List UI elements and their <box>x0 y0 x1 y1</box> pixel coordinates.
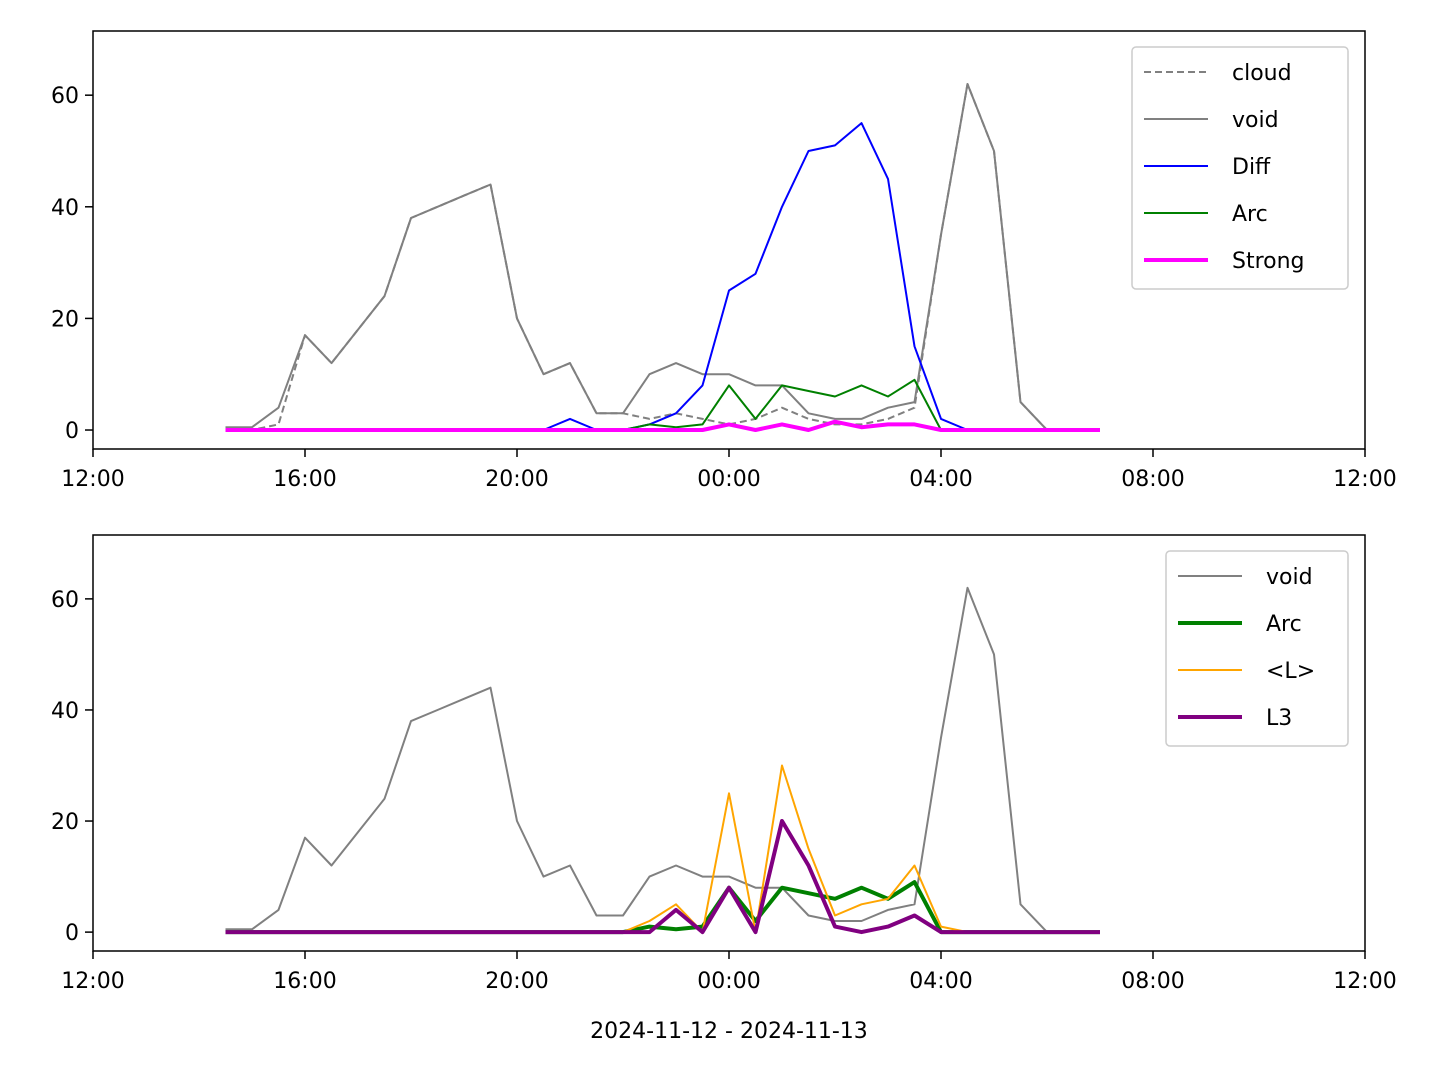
x-tick-label: 04:00 <box>909 467 972 492</box>
y-tick-label: 40 <box>51 699 79 724</box>
legend-label: Arc <box>1232 202 1268 227</box>
series-line <box>225 880 1100 935</box>
series-line <box>225 419 1100 432</box>
x-tick-label: 12:00 <box>1333 969 1396 994</box>
legend-label: L3 <box>1266 706 1292 731</box>
series-line <box>225 586 1100 934</box>
x-tick-label: 08:00 <box>1121 467 1184 492</box>
x-tick-label: 20:00 <box>485 969 548 994</box>
series-line <box>225 122 1100 431</box>
x-tick-label: 20:00 <box>485 467 548 492</box>
y-tick-label: 60 <box>51 588 79 613</box>
legend-label: Strong <box>1232 249 1305 274</box>
x-tick-label: 12:00 <box>61 969 124 994</box>
y-tick-label: 20 <box>51 810 79 835</box>
y-tick-label: 20 <box>51 307 79 332</box>
y-tick-label: 0 <box>65 921 79 946</box>
y-tick-label: 40 <box>51 196 79 221</box>
legend-label: cloud <box>1232 61 1292 86</box>
x-tick-label: 12:00 <box>1333 467 1396 492</box>
legend-label: Diff <box>1232 155 1271 180</box>
series-line <box>225 378 1100 431</box>
legend-label: void <box>1232 108 1279 133</box>
series-line <box>225 83 1100 431</box>
legend-label: void <box>1266 565 1313 590</box>
series-line <box>225 83 1100 431</box>
series-line <box>225 819 1100 935</box>
legend-box <box>1165 550 1349 747</box>
y-tick-label: 0 <box>65 419 79 444</box>
x-tick-label: 16:00 <box>273 467 336 492</box>
x-tick-label: 12:00 <box>61 467 124 492</box>
x-axis-label: 2024-11-12 - 2024-11-13 <box>590 1019 868 1044</box>
y-tick-label: 60 <box>51 84 79 109</box>
legend-label: Arc <box>1266 612 1302 637</box>
x-tick-label: 16:00 <box>273 969 336 994</box>
x-tick-label: 00:00 <box>697 467 760 492</box>
x-tick-label: 08:00 <box>1121 969 1184 994</box>
legend-label: <L> <box>1266 659 1315 684</box>
x-tick-label: 04:00 <box>909 969 972 994</box>
legend-box <box>1131 46 1349 290</box>
series-line <box>225 764 1100 934</box>
x-tick-label: 00:00 <box>697 969 760 994</box>
